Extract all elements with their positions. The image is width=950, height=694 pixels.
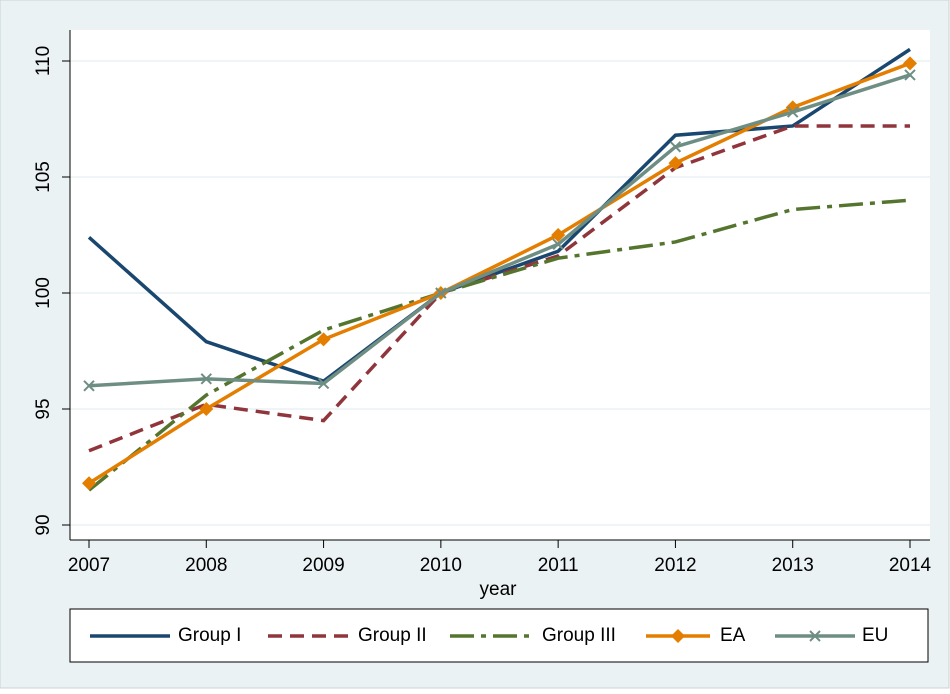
point bbox=[904, 69, 916, 81]
point bbox=[435, 287, 447, 299]
point bbox=[809, 630, 821, 642]
legend-label: EU bbox=[862, 625, 888, 646]
x-axis-label: year bbox=[480, 579, 518, 600]
x-tick-label: 2012 bbox=[654, 555, 696, 576]
x-tick-label: 2007 bbox=[68, 555, 110, 576]
point bbox=[316, 332, 331, 347]
point bbox=[83, 380, 95, 392]
point bbox=[903, 56, 917, 71]
point bbox=[552, 238, 564, 250]
legend-label: Group I bbox=[178, 625, 241, 646]
point bbox=[551, 228, 566, 242]
x-tick-label: 2013 bbox=[772, 555, 814, 576]
y-tick-label: 105 bbox=[33, 161, 54, 193]
point bbox=[199, 402, 214, 416]
point bbox=[317, 377, 330, 390]
y-tick-label: 100 bbox=[33, 277, 54, 309]
point bbox=[671, 629, 685, 643]
y-tick-label: 110 bbox=[33, 46, 54, 76]
series-line bbox=[87, 198, 911, 492]
point bbox=[200, 373, 212, 385]
point bbox=[669, 141, 682, 153]
legend-label: Group II bbox=[358, 625, 427, 646]
series-line bbox=[88, 73, 911, 388]
point bbox=[668, 156, 683, 171]
x-tick-label: 2010 bbox=[420, 555, 462, 576]
legend-label: EA bbox=[720, 625, 746, 646]
series-line bbox=[87, 47, 911, 384]
x-tick-label: 2014 bbox=[889, 555, 932, 576]
series-line bbox=[88, 124, 910, 453]
point bbox=[787, 106, 799, 118]
x-tick-label: 2011 bbox=[538, 555, 579, 576]
point bbox=[82, 476, 96, 491]
x-tick-label: 2009 bbox=[302, 555, 344, 576]
legend-label: Group III bbox=[542, 625, 616, 646]
y-tick-label: 95 bbox=[33, 398, 54, 419]
x-tick-label: 2008 bbox=[185, 555, 227, 576]
y-tick-label: 90 bbox=[33, 514, 54, 535]
plot-area bbox=[70, 30, 930, 540]
